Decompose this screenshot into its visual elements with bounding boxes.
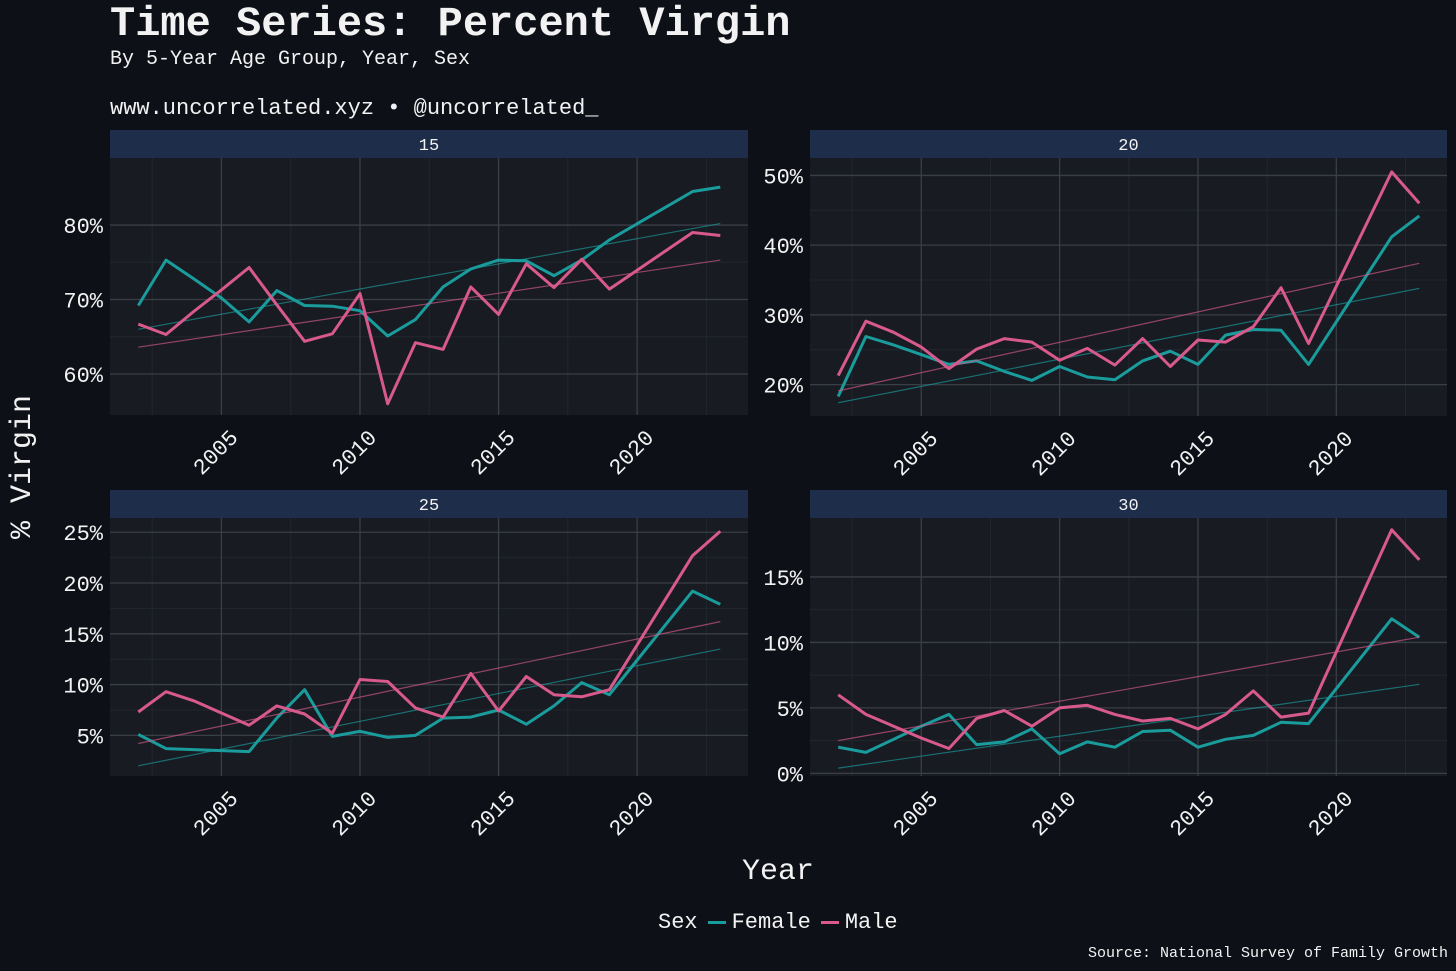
y-tick-label: 10% (763, 632, 803, 657)
y-tick-label: 5% (77, 725, 104, 750)
trend-line-male (138, 259, 721, 348)
chart-title: Time Series: Percent Virgin (110, 0, 791, 48)
y-tick-label: 20% (63, 573, 103, 598)
legend-title: Sex (658, 910, 698, 935)
legend-label-male: Male (844, 910, 898, 935)
panel-25: 25 5% 10% 15% 20% 25% 2005 2010 2015 2020 (63, 490, 748, 842)
y-tick-label: 60% (63, 364, 103, 389)
x-tick-label: 2015 (466, 426, 521, 481)
legend-label-female: Female (731, 910, 811, 935)
x-tick-label: 2005 (189, 426, 244, 481)
facet-strip-label: 30 (1118, 497, 1138, 516)
trend-line-male (138, 621, 721, 745)
y-tick-label: 5% (777, 698, 804, 723)
series-line-male (837, 528, 1421, 750)
trend-line-male (838, 262, 1420, 392)
y-tick-label: 15% (63, 624, 103, 649)
site-credit: www.uncorrelated.xyz • @uncorrelated_ (110, 96, 599, 121)
x-tick-label: 2010 (328, 787, 383, 842)
x-tick-label: 2015 (466, 787, 521, 842)
panel-30: 30 0% 5% 10% 15% 2005 2010 2015 2020 (763, 490, 1447, 842)
legend-key-female (707, 921, 726, 924)
source-note: Source: National Survey of Family Growth (1087, 945, 1448, 962)
y-tick-label: 70% (63, 290, 103, 315)
y-tick-label: 0% (777, 763, 804, 788)
panel-15: 15 60% 70% 80% 2005 2010 2015 2020 (63, 130, 748, 481)
y-tick-label: 40% (763, 235, 803, 260)
legend: Sex Female Male (658, 910, 898, 935)
facet-strip (810, 490, 1447, 518)
y-tick-label: 50% (763, 165, 803, 190)
legend-key-male (820, 921, 839, 924)
x-tick-label: 2020 (605, 787, 660, 842)
x-tick-label: 2010 (328, 426, 383, 481)
x-axis-label: Year (741, 855, 814, 889)
y-tick-label: 25% (63, 522, 103, 547)
y-tick-label: 80% (63, 215, 103, 240)
y-tick-label: 20% (763, 375, 803, 400)
trend-line-female (838, 683, 1420, 769)
x-tick-label: 2005 (889, 427, 944, 482)
facet-strip-label: 25 (419, 497, 439, 516)
x-tick-label: 2005 (189, 787, 244, 842)
chart-subtitle: By 5-Year Age Group, Year, Sex (110, 48, 471, 71)
x-tick-label: 2020 (1304, 427, 1359, 482)
trend-line-male (838, 636, 1420, 742)
series-line-female (836, 214, 1421, 398)
trend-line-female (838, 287, 1420, 404)
x-tick-label: 2010 (1027, 787, 1082, 842)
facet-strip-label: 20 (1118, 137, 1138, 156)
facet-strip (110, 490, 748, 518)
facet-strip-label: 15 (419, 137, 439, 156)
x-tick-label: 2015 (1166, 427, 1221, 482)
x-tick-label: 2015 (1166, 787, 1221, 842)
y-tick-label: 15% (763, 567, 803, 592)
series-line-male (836, 170, 1421, 377)
facet-strip (110, 130, 748, 158)
x-tick-label: 2010 (1027, 427, 1082, 482)
panel-20: 20 20% 30% 40% 50% 2005 2010 2015 2020 (763, 130, 1447, 482)
x-tick-label: 2020 (1304, 787, 1359, 842)
series-line-male (137, 231, 721, 406)
x-tick-label: 2020 (605, 426, 660, 481)
x-tick-label: 2005 (889, 787, 944, 842)
y-tick-label: 30% (763, 305, 803, 330)
series-line-female (837, 617, 1421, 756)
y-tick-label: 10% (63, 675, 103, 700)
facet-strip (810, 130, 1447, 158)
series-line-male (137, 530, 722, 735)
y-axis-label: % Virgin (6, 394, 40, 540)
series-line-female (137, 589, 721, 754)
